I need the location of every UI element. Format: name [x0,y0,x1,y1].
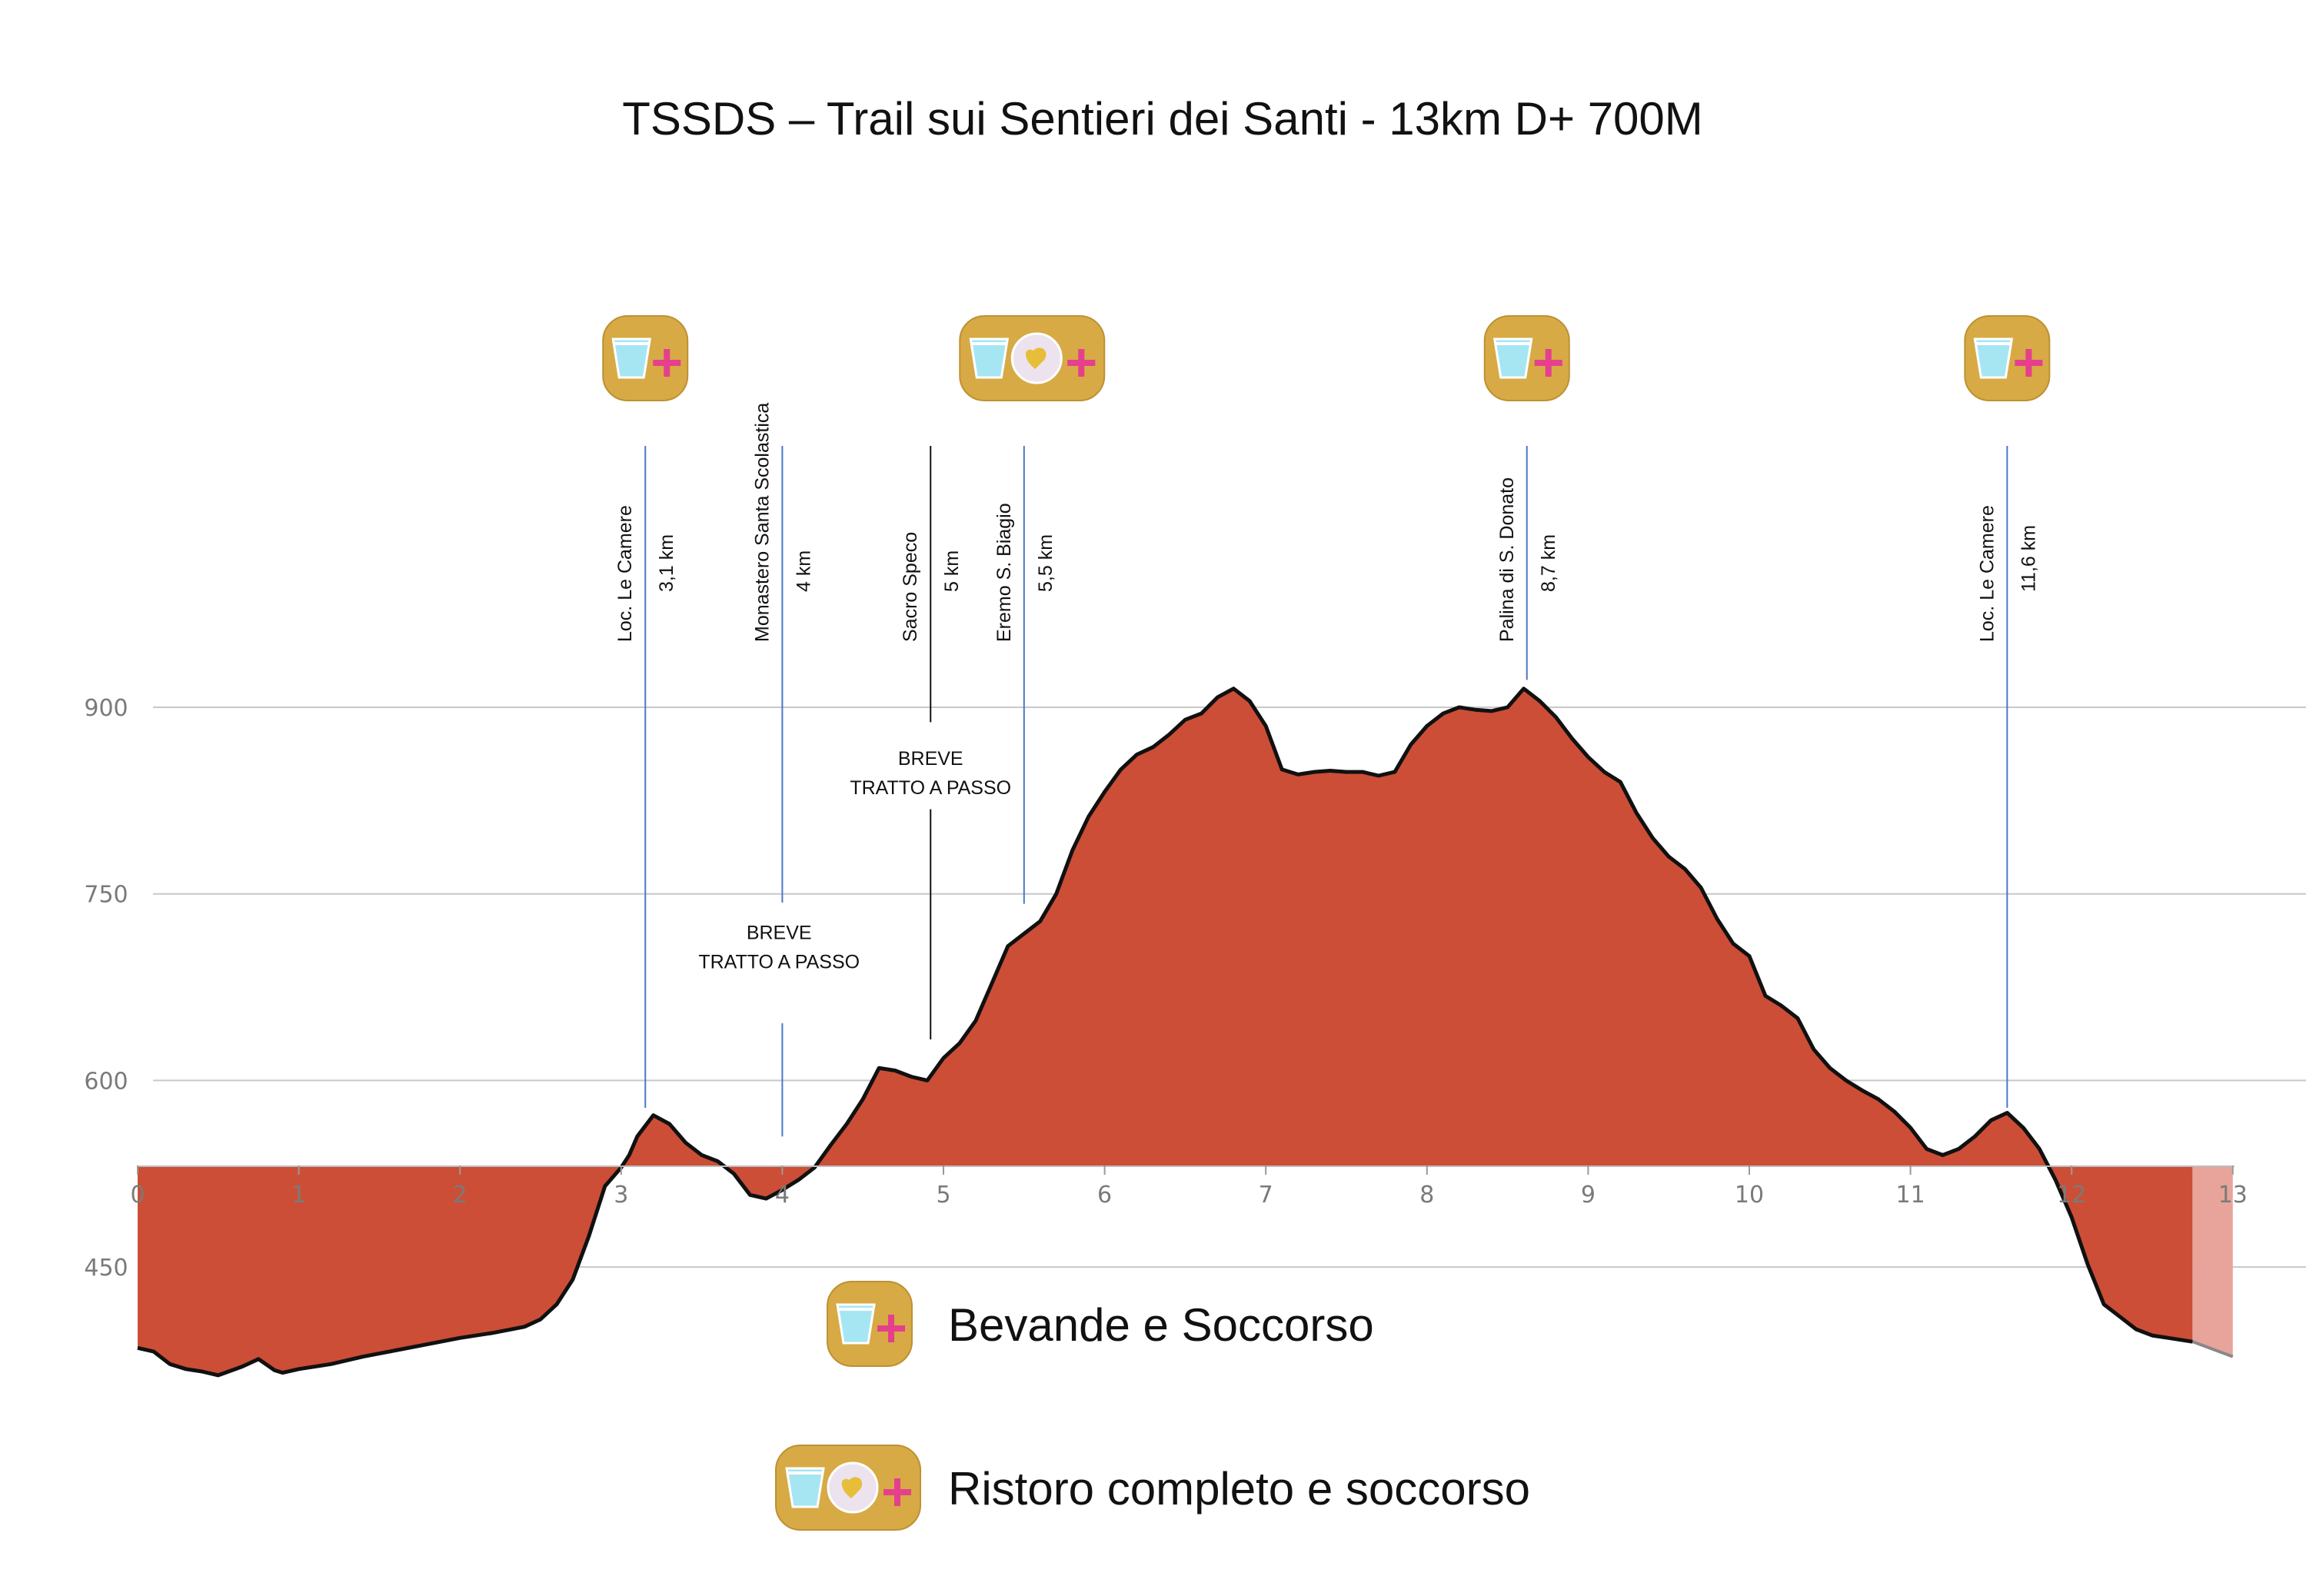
x-tick-label-6: 6 [1097,1182,1112,1209]
y-tick-label-600: 600 [84,1068,128,1095]
x-tick-label-12: 12 [2057,1182,2086,1209]
water-cup-icon [1492,337,1533,379]
medical-cross-bar [653,360,681,366]
x-tick-label-10: 10 [1735,1182,1764,1209]
waypoint-km-5: 11,6 km [2018,525,2039,592]
aid-station-1-full [959,315,1106,401]
elevation-tail [2192,1165,2233,1357]
elevation-tail-line [2191,1340,2234,1358]
aid-station-3-drink [1964,315,2051,401]
note-line1-1: BREVE [898,748,963,770]
waypoint-km-0: 3,1 km [656,534,677,592]
waypoint-km-4: 8,7 km [1538,534,1559,592]
waypoint-name-1: Monastero Santa Scolastica [751,403,773,642]
aid-station-0-drink [602,315,689,401]
x-tick-label-0: 0 [130,1182,145,1209]
course-notes: BREVE TRATTO A PASSO BREVE TRATTO A PASSO [698,748,1011,973]
medical-cross-bar [2015,360,2043,366]
legend-badge-drink [827,1281,913,1367]
water-cup-icon [1973,337,2014,379]
waypoint-name-2: Sacro Speco [900,532,921,642]
waypoint-name-5: Loc. Le Camere [1976,505,1998,642]
note-line2-0: TRATTO A PASSO [698,952,860,973]
y-tick-label-450: 450 [84,1255,128,1282]
waypoint-name-4: Palina di S. Donato [1496,477,1518,642]
waypoint-markers: Loc. Le Camere 3,1 km Monastero Santa Scol… [614,403,2039,1137]
x-tick-label-5: 5 [936,1182,950,1209]
aid-stations [602,315,2051,401]
x-tick-label-3: 3 [614,1182,628,1209]
y-tick-label-900: 900 [84,695,128,722]
medical-cross-bar [883,1489,911,1495]
food-heart-icon [1026,347,1047,369]
medical-cross-bar [1067,360,1096,366]
legend: Bevande e Soccorso Ristoro completo e soc… [775,1281,1530,1531]
x-tick-label-2: 2 [453,1182,468,1209]
medical-cross-bar [877,1325,905,1332]
water-cup-icon [611,337,651,379]
x-tick-label-8: 8 [1419,1182,1434,1209]
food-heart-icon [841,1477,863,1498]
waypoint-name-0: Loc. Le Camere [614,505,636,642]
legend-label-drink: Bevande e Soccorso [948,1299,1374,1351]
y-tick-label-750: 750 [84,882,128,909]
aid-station-2-drink [1483,315,1570,401]
medical-cross-bar [1534,360,1562,366]
x-tick-label-11: 11 [1896,1182,1925,1209]
x-tick-label-13: 13 [2218,1182,2248,1209]
waypoint-km-3: 5,5 km [1035,534,1057,592]
chart-title: TSSDS – Trail sui Sentieri dei Santi - 1… [622,93,1703,145]
waypoint-km-1: 4 km [793,550,814,592]
x-axis: 0 1 2 3 4 5 6 7 8 9 10 11 12 13 [130,1165,2248,1209]
elevation-line [137,687,2193,1378]
elevation-fill [138,688,2193,1375]
legend-label-full: Ristoro completo e soccorso [948,1463,1530,1515]
water-cup-icon [836,1303,876,1345]
x-tick-label-1: 1 [291,1182,306,1209]
water-cup-icon [969,337,1010,379]
legend-badge-full [775,1445,921,1531]
x-tick-label-9: 9 [1581,1182,1596,1209]
x-tick-label-7: 7 [1259,1182,1273,1209]
elevation-area [137,687,2234,1378]
note-line2-1: TRATTO A PASSO [850,777,1011,799]
note-line1-0: BREVE [747,923,812,944]
waypoint-km-2: 5 km [941,550,963,592]
x-tick-label-4: 4 [775,1182,790,1209]
waypoint-name-3: Eremo S. Biagio [993,503,1015,642]
water-cup-icon [785,1467,825,1508]
